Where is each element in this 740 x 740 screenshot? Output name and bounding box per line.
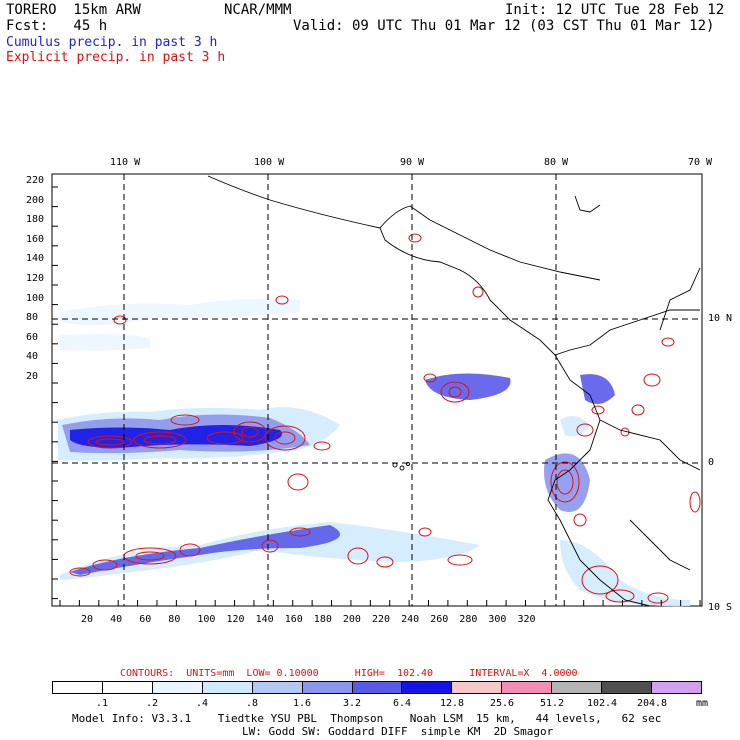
colorbar-swatch <box>202 682 253 693</box>
x-label: 260 <box>430 614 449 625</box>
cumulus-cluster-peru <box>560 540 690 607</box>
contours-info: CONTOURS: UNITS=mm LOW= 0.10000 HIGH= 10… <box>120 668 578 679</box>
x-label: 40 <box>110 614 123 625</box>
lon-label-70w: 70 W <box>688 157 713 168</box>
lat-label-10n: 10 N <box>708 313 733 324</box>
x-label: 100 <box>197 614 216 625</box>
x-label: 60 <box>139 614 152 625</box>
colorbar-swatch <box>352 682 403 693</box>
model-title: TORERO 15km ARW <box>6 2 141 18</box>
colorbar-label: 12.8 <box>439 698 465 709</box>
colorbar-swatch <box>502 682 553 693</box>
colorbar-label: 51.2 <box>539 698 565 709</box>
colorbar <box>52 681 702 694</box>
colorbar-label: 204.8 <box>636 698 668 709</box>
explicit-precip-title: Explicit precip. in past 3 h <box>6 50 226 65</box>
lon-label-100w: 100 W <box>254 157 285 168</box>
colorbar-swatch <box>652 682 701 693</box>
x-label: 120 <box>226 614 245 625</box>
x-label: 140 <box>255 614 274 625</box>
organization-label: NCAR/MMM <box>224 2 292 18</box>
colorbar-label: .8 <box>245 698 259 709</box>
x-label: 160 <box>284 614 303 625</box>
x-label: 300 <box>488 614 507 625</box>
y-label: 100 <box>26 292 45 304</box>
colorbar-swatch <box>452 682 503 693</box>
x-label: 220 <box>372 614 391 625</box>
y-label: 20 <box>26 371 39 382</box>
lon-label-80w: 80 W <box>544 157 569 168</box>
y-label: 40 <box>26 351 39 363</box>
y-label: 80 <box>26 312 39 324</box>
cumulus-band-south <box>60 522 480 580</box>
cumulus-precip-title: Cumulus precip. in past 3 h <box>6 35 218 50</box>
x-label: 180 <box>313 614 332 625</box>
init-time: Init: 12 UTC Tue 28 Feb 12 <box>505 2 725 18</box>
valid-time: Valid: 09 UTC Thu 01 Mar 12 (03 CST Thu … <box>293 18 715 34</box>
x-label: 280 <box>459 614 478 625</box>
y-label: 180 <box>26 214 45 226</box>
x-label: 240 <box>401 614 420 625</box>
lat-label-0: 0 <box>708 457 715 468</box>
y-label: 160 <box>26 233 45 245</box>
colorbar-label: .2 <box>145 698 159 709</box>
cumulus-band-central-deep <box>70 425 282 448</box>
lon-label-90w: 90 W <box>400 157 425 168</box>
axis-ticks <box>52 186 701 606</box>
cumulus-cluster-caribbean <box>560 416 590 437</box>
forecast-hour: Fcst: 45 h <box>6 18 108 34</box>
y-label: 60 <box>26 331 39 343</box>
y-label: 120 <box>26 273 45 284</box>
colorbar-swatch <box>302 682 353 693</box>
graticule <box>52 174 702 606</box>
colorbar-label: 6.4 <box>392 698 412 709</box>
colorbar-swatch <box>552 682 603 693</box>
x-label: 200 <box>342 614 361 625</box>
colorbar-swatch <box>252 682 303 693</box>
y-label: 220 <box>26 175 45 186</box>
cumulus-cluster-colombia <box>580 374 615 404</box>
x-label: 20 <box>81 614 94 625</box>
map-frame <box>51 173 703 607</box>
model-info: Model Info: V3.3.1 Tiedtke YSU PBL Thomp… <box>72 712 662 725</box>
cumulus-cluster-east <box>425 373 511 400</box>
colorbar-swatch <box>102 682 153 693</box>
cumulus-band-south-core <box>70 525 340 575</box>
colorbar-label: 102.4 <box>586 698 618 709</box>
colorbar-label: 25.6 <box>489 698 515 709</box>
colorbar-label: 1.6 <box>292 698 312 709</box>
colorbar-label: 3.2 <box>342 698 362 709</box>
colorbar-swatch <box>152 682 203 693</box>
lat-label-10s: 10 S <box>708 602 733 613</box>
cumulus-band-north <box>60 298 300 326</box>
x-label: 80 <box>168 614 181 625</box>
colorbar-swatch <box>602 682 653 693</box>
lon-label-110w: 110 W <box>110 157 141 168</box>
colorbar-label: .1 <box>95 698 109 709</box>
y-label: 140 <box>26 253 45 265</box>
colorbar-unit: mm <box>696 698 709 709</box>
colorbar-label: .4 <box>195 698 209 709</box>
colorbar-swatch <box>53 682 103 693</box>
x-label: 320 <box>517 614 536 625</box>
cumulus-band-north-2 <box>60 334 150 351</box>
physics-info: LW: Godd SW: Goddard DIFF simple KM 2D S… <box>242 725 554 738</box>
colorbar-swatch <box>402 682 453 693</box>
y-label: 200 <box>26 194 45 206</box>
